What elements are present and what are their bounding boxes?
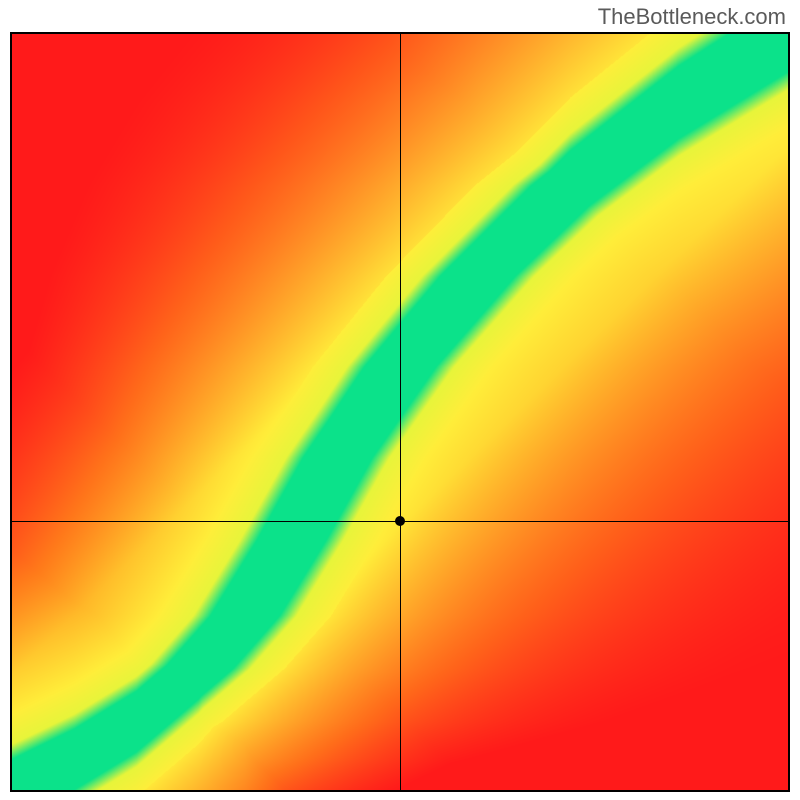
watermark-text: TheBottleneck.com: [598, 4, 786, 30]
heatmap-canvas: [12, 34, 788, 790]
heatmap-wrap: [12, 34, 788, 795]
chart-container: TheBottleneck.com: [0, 0, 800, 800]
